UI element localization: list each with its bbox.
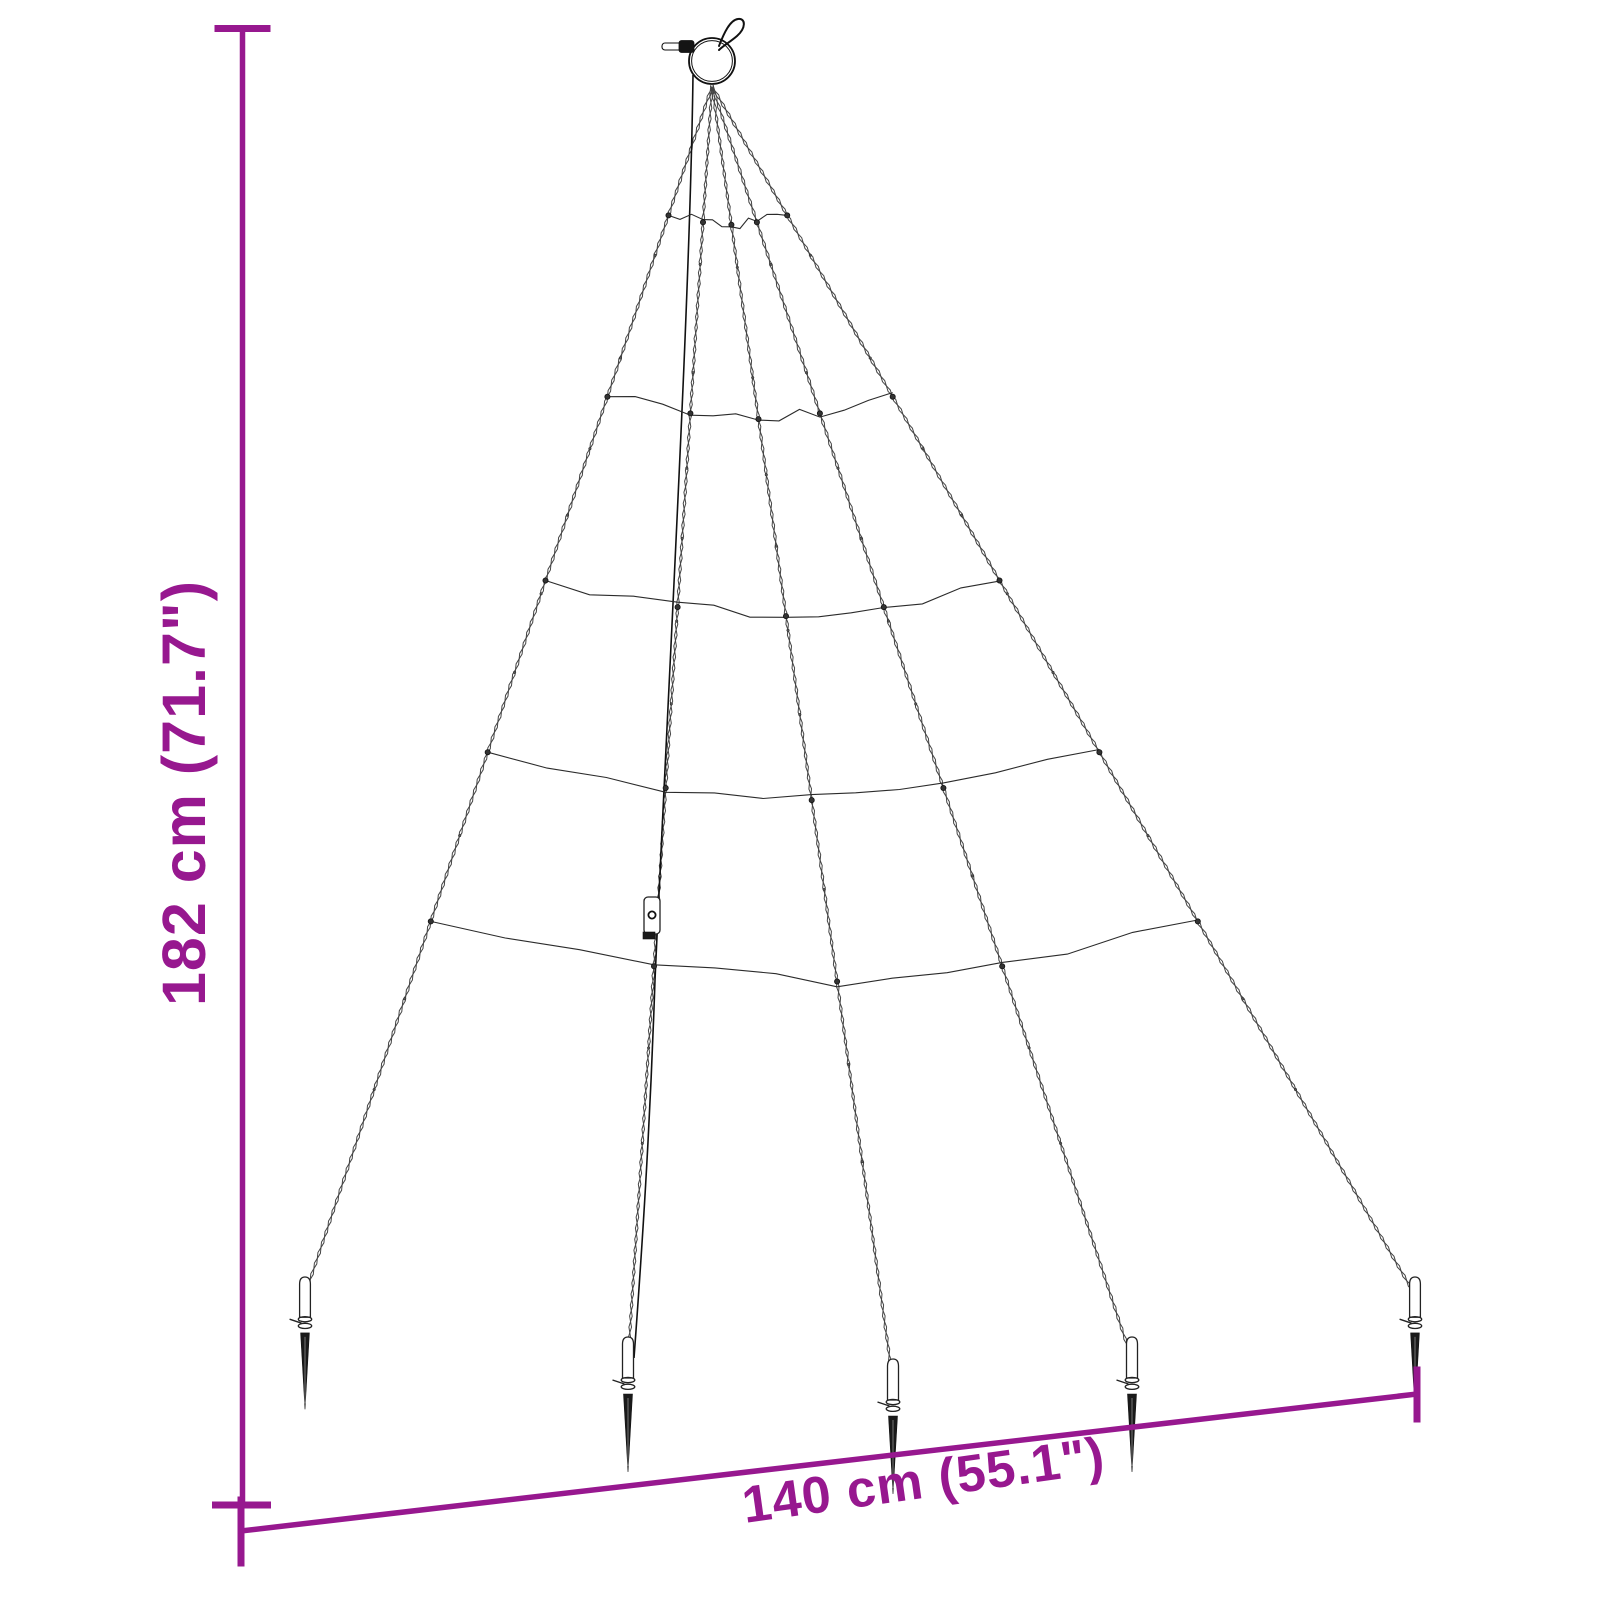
svg-text:140 cm (55.1"): 140 cm (55.1"): [739, 1427, 1109, 1535]
svg-text:182 cm (71.7"): 182 cm (71.7"): [150, 580, 218, 1006]
